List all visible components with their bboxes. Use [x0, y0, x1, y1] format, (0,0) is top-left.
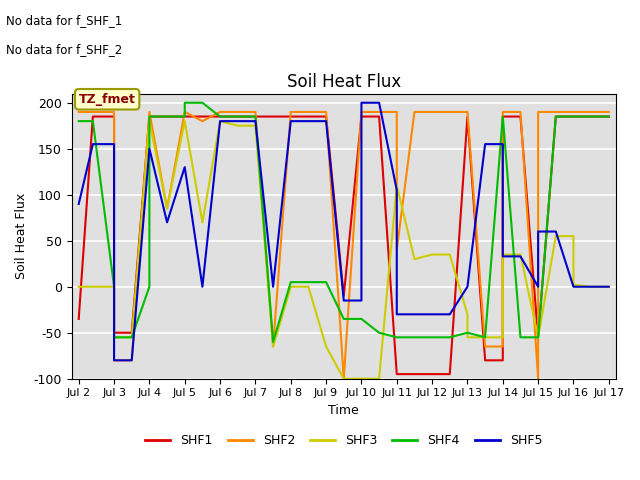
Text: TZ_fmet: TZ_fmet — [79, 93, 136, 106]
X-axis label: Time: Time — [328, 404, 359, 417]
Title: Soil Heat Flux: Soil Heat Flux — [287, 72, 401, 91]
Text: No data for f_SHF_2: No data for f_SHF_2 — [6, 43, 123, 56]
Text: No data for f_SHF_1: No data for f_SHF_1 — [6, 14, 123, 27]
Legend: SHF1, SHF2, SHF3, SHF4, SHF5: SHF1, SHF2, SHF3, SHF4, SHF5 — [140, 429, 547, 452]
Y-axis label: Soil Heat Flux: Soil Heat Flux — [15, 193, 28, 279]
